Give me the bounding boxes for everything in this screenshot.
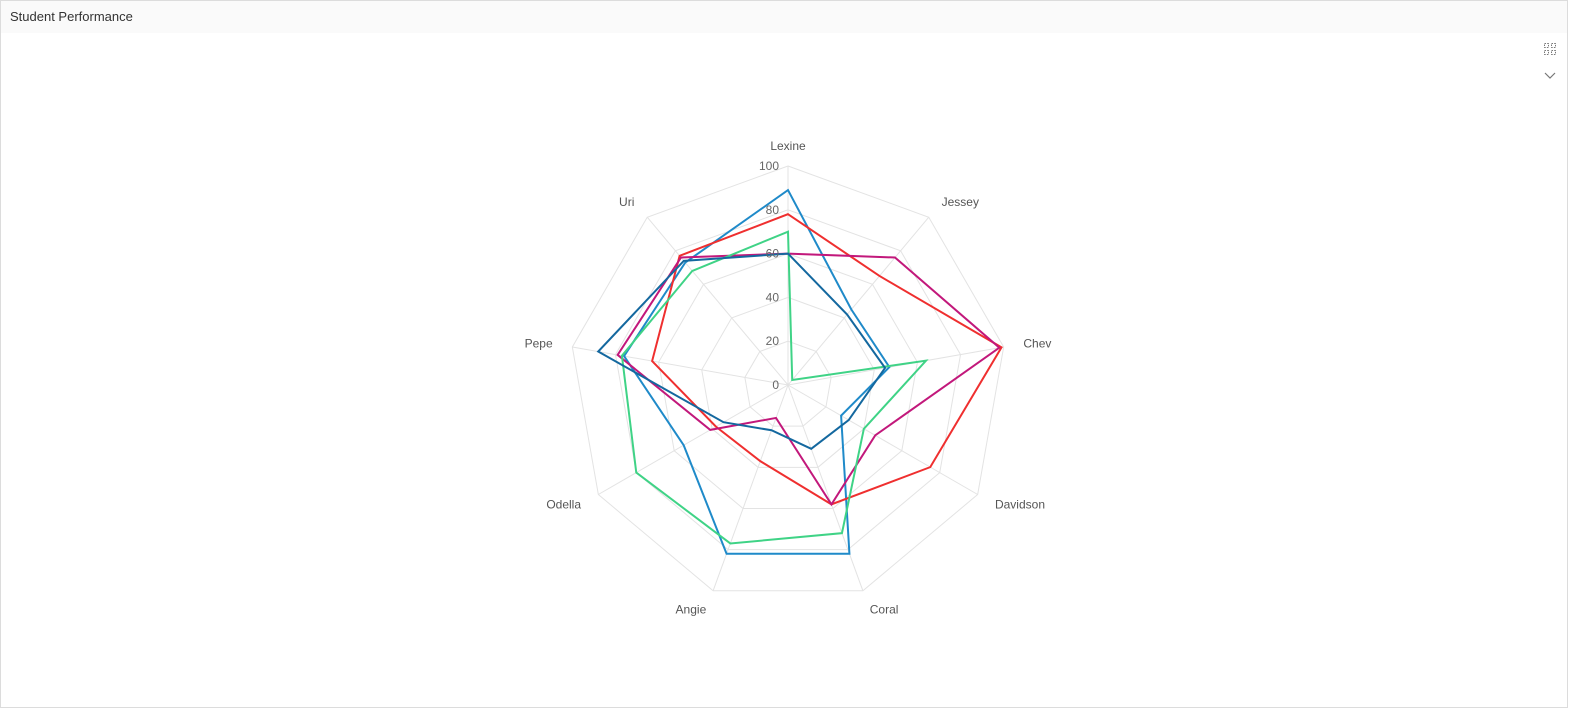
- axis-label-pepe: Pepe: [525, 336, 553, 350]
- tick-label: 20: [766, 334, 780, 348]
- grid-ring: [658, 253, 918, 509]
- radar-series-2: [651, 213, 1003, 506]
- grid-spoke: [646, 216, 789, 386]
- radar-series-5: [596, 252, 887, 450]
- axis-label-coral: Coral: [870, 603, 899, 617]
- grid-ring: [744, 340, 832, 427]
- chart-menu-button[interactable]: [1542, 67, 1558, 83]
- fullscreen-icon: [1544, 43, 1556, 55]
- axis-label-jessey: Jessey: [942, 195, 979, 209]
- grid-spoke: [787, 384, 978, 495]
- tick-label: 100: [759, 159, 779, 173]
- grid-spoke: [787, 216, 930, 386]
- grid-ring: [701, 296, 875, 468]
- radar-chart: 0 20 40 60 80 100 Lexine Jessey Chev Davidson Cora…: [525, 139, 1052, 617]
- axis-label-angie: Angie: [676, 603, 707, 617]
- axis-label-davidson: Davidson: [995, 498, 1045, 512]
- axis-label-lexine: Lexine: [770, 139, 806, 153]
- tick-label: 40: [766, 290, 780, 304]
- grid-spoke: [598, 384, 789, 495]
- panel-header: Student Performance: [1, 1, 1567, 33]
- chevron-down-icon: [1544, 72, 1556, 79]
- grid-spoke: [712, 384, 789, 591]
- fullscreen-button[interactable]: [1542, 41, 1558, 57]
- tick-label: 80: [766, 203, 780, 217]
- radar-series-1: [622, 188, 891, 555]
- radar-series-3: [616, 252, 1001, 507]
- axis-label-uri: Uri: [619, 195, 634, 209]
- radar-series-4: [620, 230, 929, 545]
- page-title: Student Performance: [10, 9, 133, 24]
- tick-label: 60: [766, 247, 780, 261]
- axis-label-odella: Odella: [546, 498, 581, 512]
- grid-ring: [571, 165, 1005, 592]
- axis-label-chev: Chev: [1023, 336, 1051, 350]
- grid-spoke: [787, 384, 864, 591]
- tick-label: 0: [772, 378, 779, 392]
- grid-spoke: [572, 346, 789, 386]
